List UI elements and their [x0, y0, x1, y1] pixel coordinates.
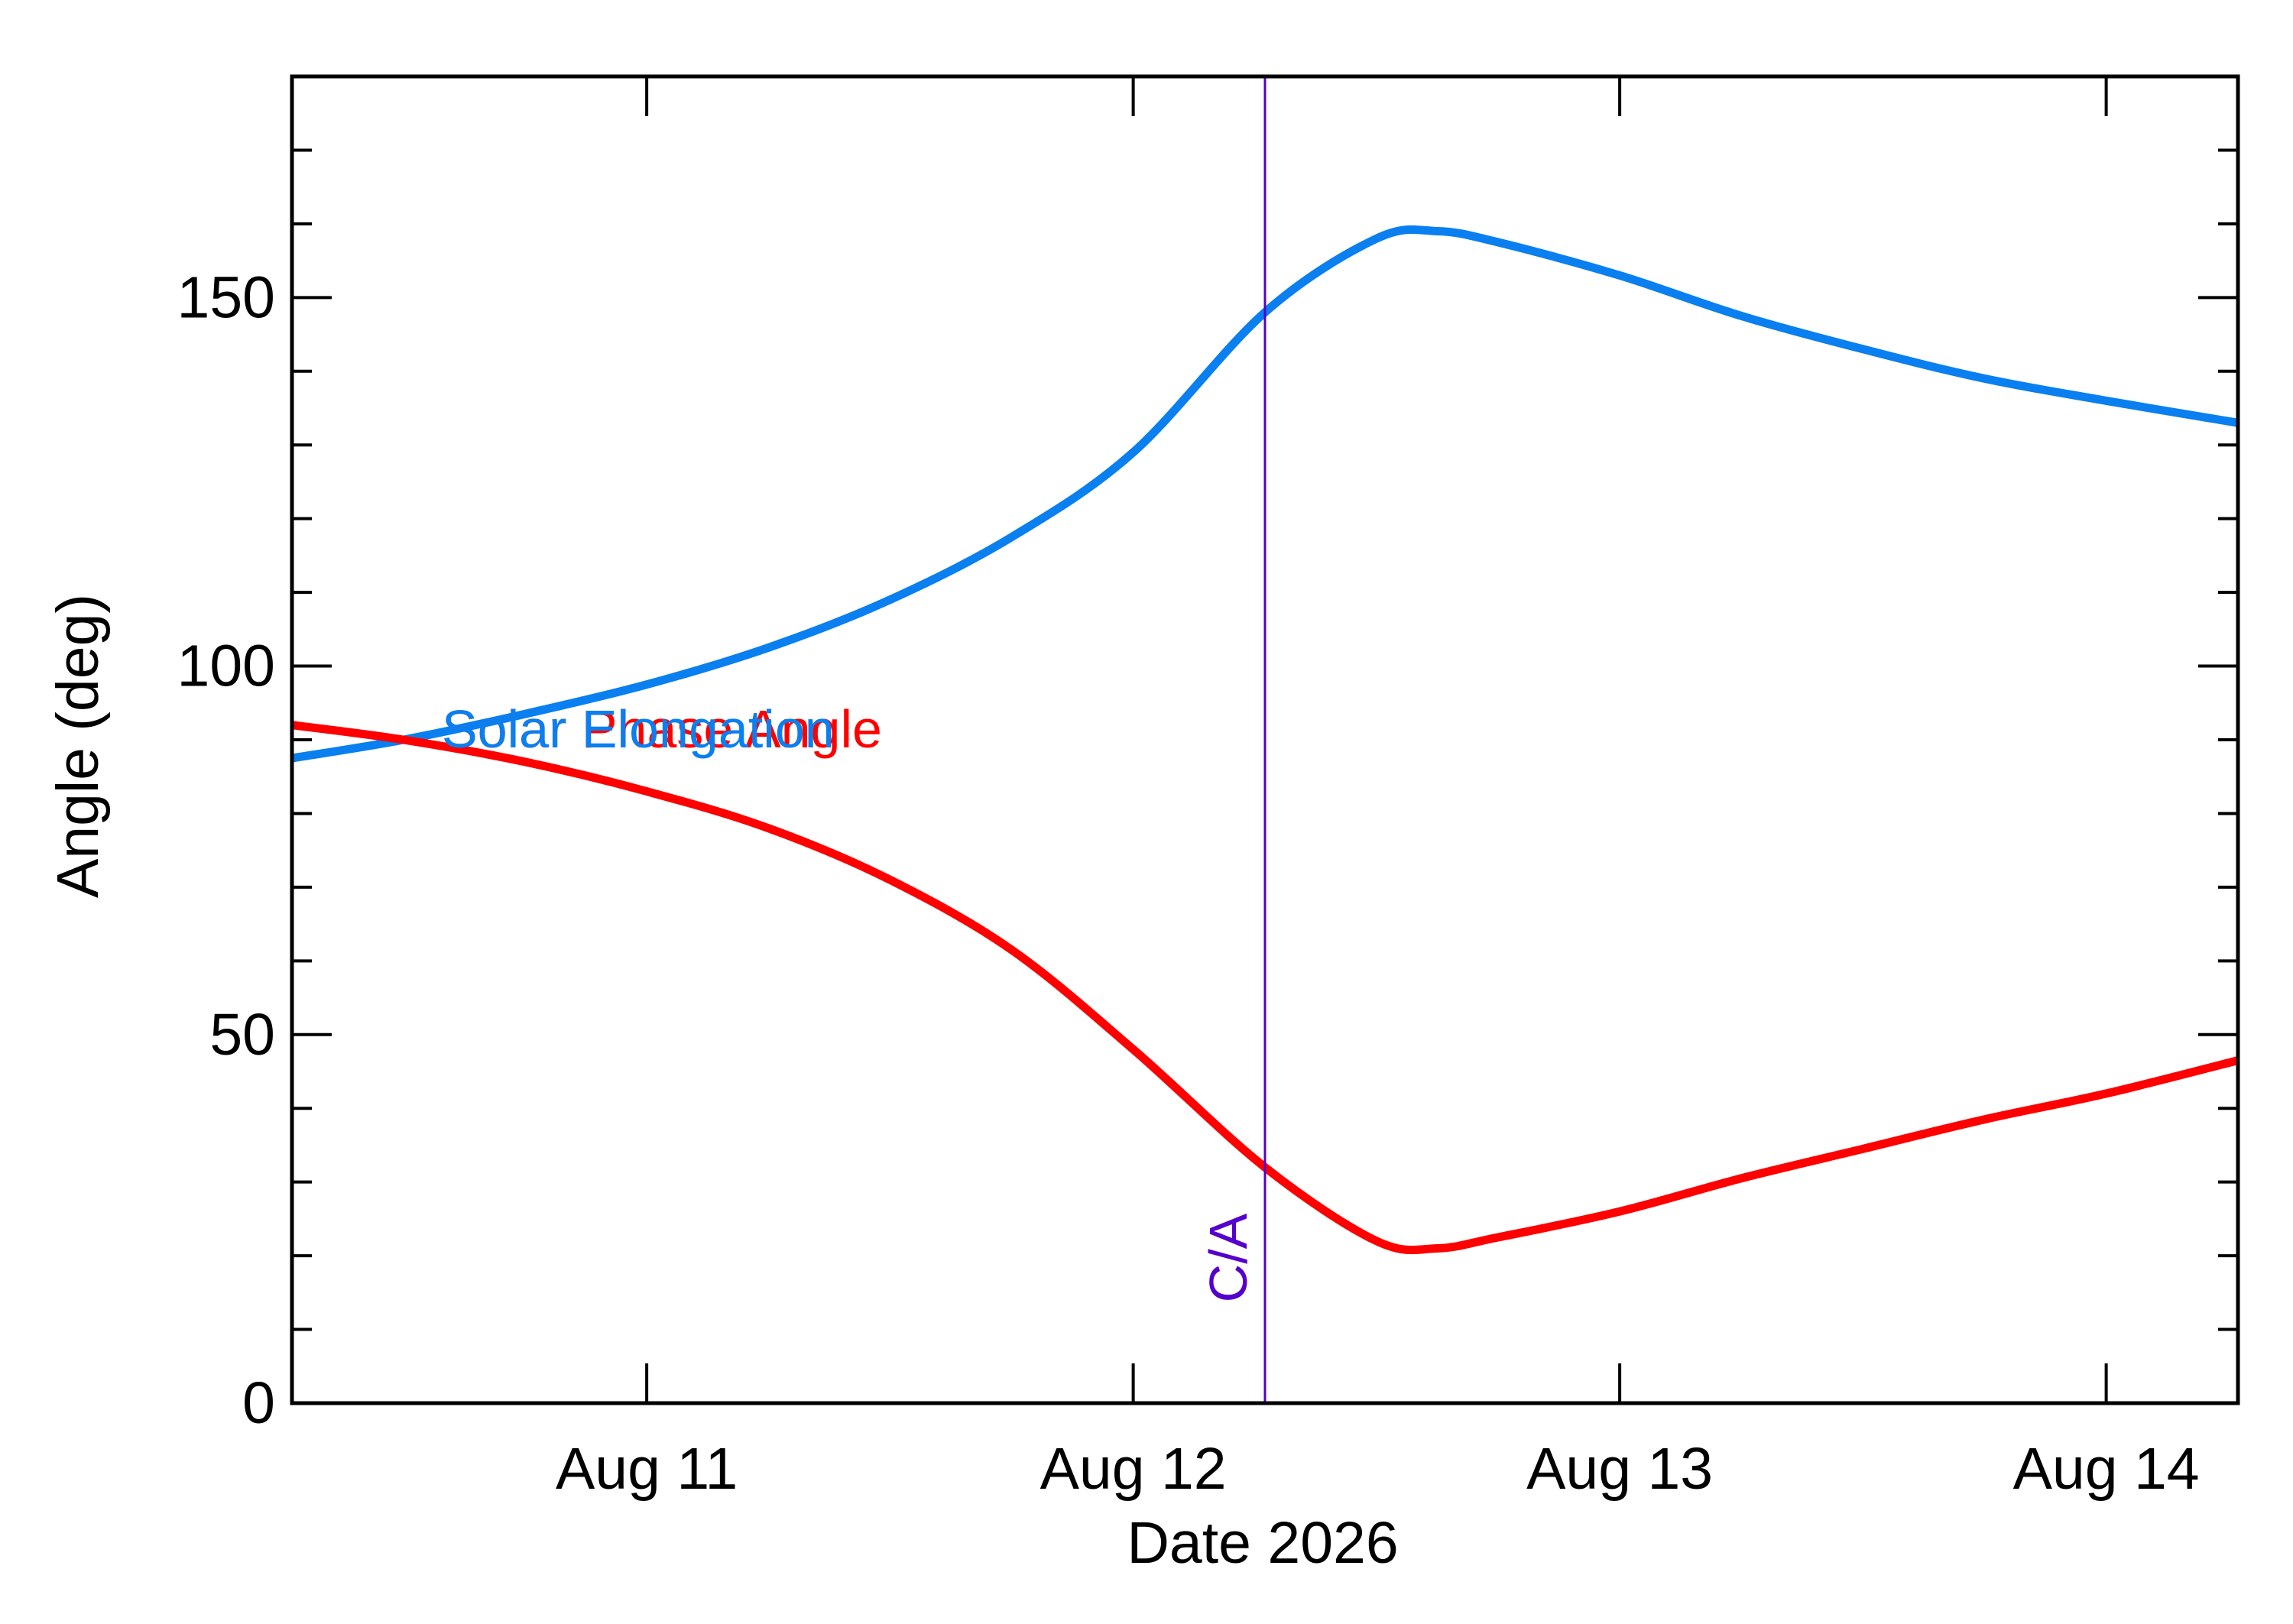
closest-approach-label: C/A: [1198, 1213, 1258, 1302]
y-tick-label: 150: [177, 264, 275, 330]
y-tick-label: 50: [209, 1002, 275, 1068]
series-label-solar-elongation: Solar Elongation: [442, 699, 835, 759]
x-tick-label: Aug 12: [1040, 1436, 1227, 1502]
series-line-solar-elongation: [291, 225, 2239, 763]
x-tick-label: Aug 13: [1526, 1436, 1713, 1502]
annotation-layer: C/A: [1198, 76, 1267, 1403]
y-tick-label: 100: [177, 634, 275, 699]
tick-labels-layer: 0 50 100 150 Aug 11 Aug 12 Aug 13 Aug 14: [177, 264, 2200, 1502]
series-label-solar-phase-angle: Solar Phase Angle: [442, 699, 882, 759]
series-layer: [291, 225, 2239, 1255]
x-axis-title: Date 2026: [1127, 1510, 1398, 1576]
y-tick-label: 0: [242, 1370, 275, 1436]
plot-frame: [290, 74, 2240, 1405]
y-axis-title: Angle (deg): [45, 594, 111, 898]
x-tick-label: Aug 11: [556, 1436, 738, 1502]
series-line-solar-phase-angle: [291, 721, 2239, 1255]
x-tick-label: Aug 14: [2013, 1436, 2200, 1502]
